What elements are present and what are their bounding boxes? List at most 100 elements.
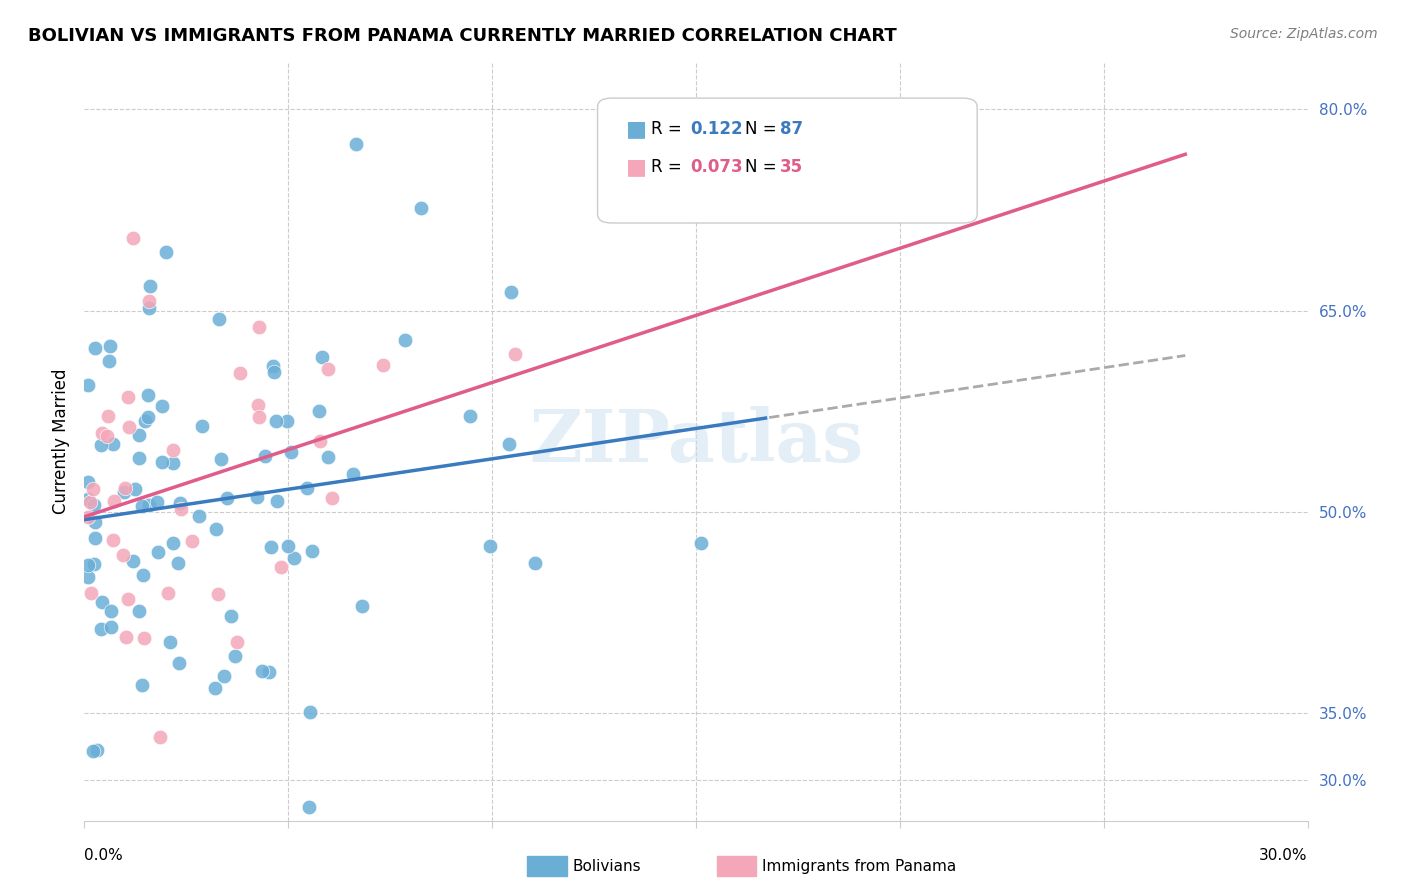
Text: 0.0%: 0.0%: [84, 848, 124, 863]
Point: [247, 409, 270, 424]
Point: [100, 620, 122, 634]
Point: [132, 567, 155, 582]
Text: R =: R =: [651, 158, 688, 176]
Point: [166, 556, 188, 570]
Point: [169, 502, 191, 516]
Point: [498, 436, 520, 450]
Point: [101, 533, 124, 548]
Text: BOLIVIAN VS IMMIGRANTS FROM PANAMA CURRENTLY MARRIED CORRELATION CHART: BOLIVIAN VS IMMIGRANTS FROM PANAMA CURRE…: [28, 27, 897, 45]
Point: [112, 485, 135, 500]
Text: 0.073: 0.073: [690, 158, 742, 176]
Point: [84, 515, 107, 529]
Point: [263, 365, 285, 379]
Text: ■: ■: [626, 120, 647, 139]
Point: [224, 649, 246, 664]
Point: [82, 744, 104, 758]
Point: [90, 425, 112, 440]
Point: [77, 475, 100, 489]
Point: [257, 665, 280, 679]
Point: [169, 496, 191, 510]
Point: [298, 800, 321, 814]
Point: [150, 455, 173, 469]
Point: [86, 742, 108, 756]
Point: [229, 366, 252, 380]
Point: [308, 404, 330, 418]
Text: Immigrants from Panama: Immigrants from Panama: [762, 859, 956, 873]
Point: [352, 599, 374, 614]
Point: [80, 586, 103, 600]
Point: [138, 301, 160, 315]
Point: [103, 493, 125, 508]
Point: [523, 557, 546, 571]
Point: [479, 539, 502, 553]
Point: [204, 681, 226, 695]
Text: 30.0%: 30.0%: [1260, 848, 1308, 863]
Point: [283, 550, 305, 565]
Point: [162, 456, 184, 470]
Point: [121, 231, 143, 245]
Point: [342, 467, 364, 482]
Point: [131, 499, 153, 513]
Point: [252, 664, 274, 678]
Text: Bolivians: Bolivians: [572, 859, 641, 873]
Point: [167, 657, 190, 671]
Point: [146, 494, 169, 508]
Point: [311, 350, 333, 364]
Point: [134, 414, 156, 428]
Point: [77, 558, 100, 572]
Point: [77, 492, 100, 507]
Text: R =: R =: [651, 120, 688, 138]
Point: [162, 535, 184, 549]
Text: 87: 87: [780, 120, 803, 138]
Point: [159, 635, 181, 649]
Point: [217, 491, 239, 505]
Point: [138, 294, 160, 309]
Point: [90, 438, 112, 452]
Point: [83, 531, 105, 545]
Point: [212, 669, 235, 683]
Point: [316, 361, 339, 376]
Point: [394, 333, 416, 347]
Point: [82, 483, 104, 497]
Text: 0.122: 0.122: [690, 120, 742, 138]
Point: [295, 481, 318, 495]
Point: [136, 409, 159, 424]
Point: [77, 378, 100, 392]
Point: [264, 414, 287, 428]
Point: [150, 400, 173, 414]
Point: [117, 592, 139, 607]
Text: N =: N =: [745, 158, 782, 176]
Point: [458, 409, 481, 423]
Point: [188, 509, 211, 524]
Point: [83, 557, 105, 571]
Point: [138, 498, 160, 512]
Text: Source: ZipAtlas.com: Source: ZipAtlas.com: [1230, 27, 1378, 41]
Y-axis label: Currently Married: Currently Married: [52, 368, 70, 515]
Point: [191, 419, 214, 434]
Point: [111, 548, 134, 562]
Point: [298, 705, 321, 719]
Point: [115, 630, 138, 644]
Text: ■: ■: [626, 157, 647, 177]
Point: [157, 586, 180, 600]
Point: [262, 359, 284, 373]
Point: [128, 604, 150, 618]
Point: [132, 631, 155, 645]
Point: [276, 413, 298, 427]
Point: [246, 490, 269, 504]
Point: [155, 244, 177, 259]
Point: [77, 570, 100, 584]
Point: [247, 320, 270, 334]
Text: 35: 35: [780, 158, 803, 176]
Point: [146, 545, 169, 559]
Point: [503, 346, 526, 360]
Point: [301, 544, 323, 558]
Point: [101, 436, 124, 450]
Point: [114, 481, 136, 495]
Point: [208, 311, 231, 326]
Point: [122, 554, 145, 568]
Point: [83, 341, 105, 355]
Point: [138, 388, 160, 402]
Point: [79, 495, 101, 509]
Point: [90, 622, 112, 636]
